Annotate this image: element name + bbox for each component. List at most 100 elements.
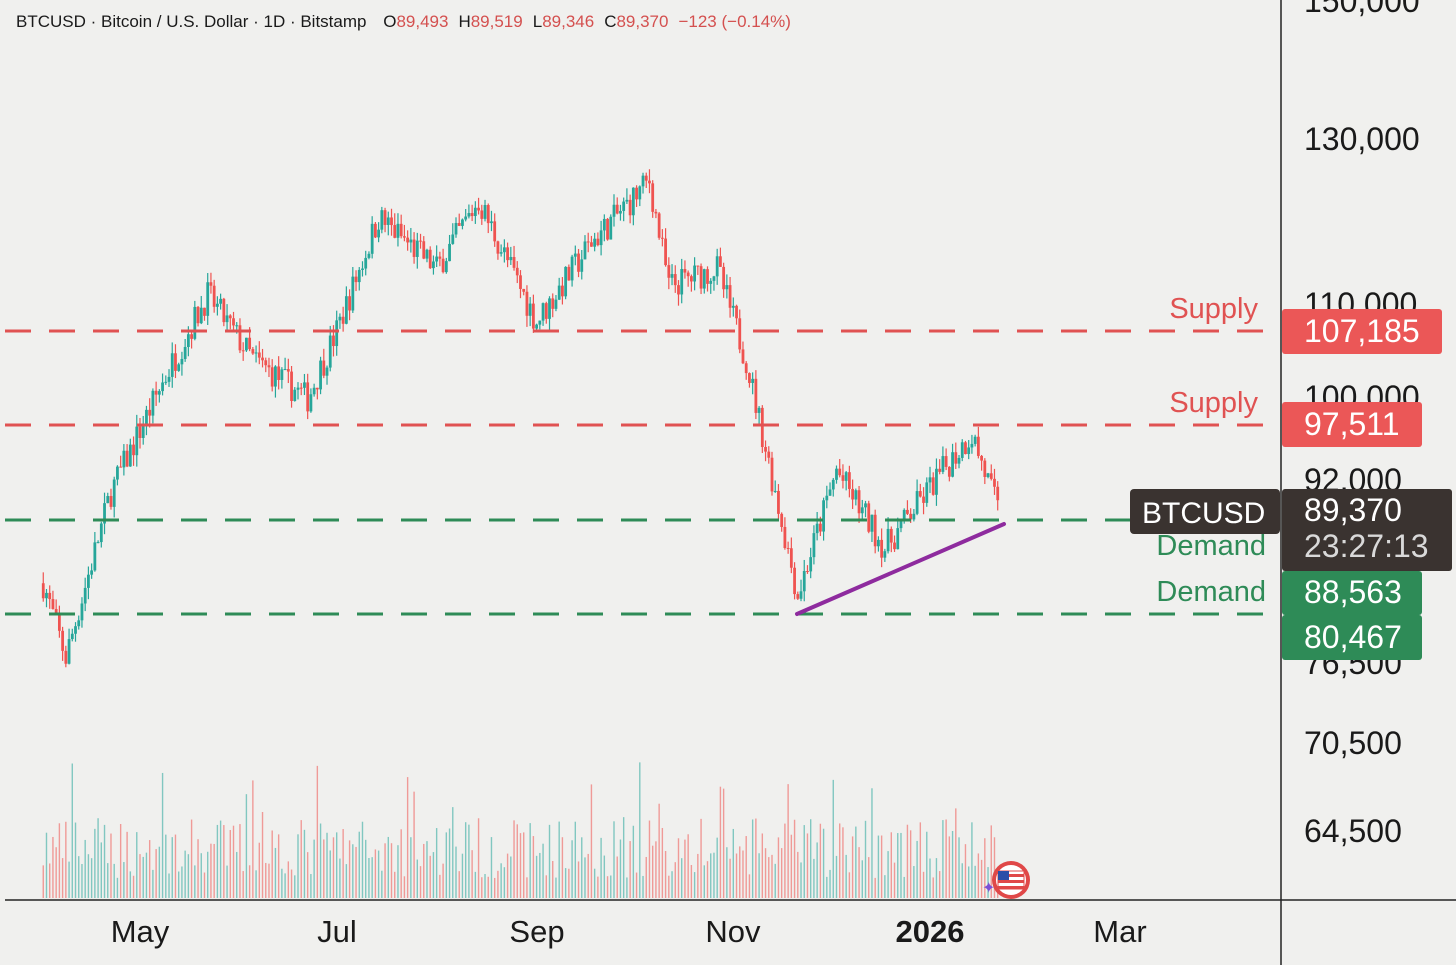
candle-body <box>764 446 767 452</box>
candle-body <box>693 265 697 282</box>
candle-body <box>590 242 593 247</box>
candle-body <box>748 373 751 383</box>
candle-body <box>793 567 796 595</box>
candle-body <box>751 378 755 383</box>
candle-body <box>744 363 748 374</box>
supply-badge-2[interactable] <box>1282 402 1422 447</box>
candle-body <box>199 307 203 324</box>
candle-body <box>551 298 555 309</box>
candle-body <box>145 409 148 427</box>
candle-body <box>519 275 522 289</box>
candle-body <box>99 523 103 543</box>
candle-body <box>464 216 468 220</box>
price-tick: 70,500 <box>1304 725 1402 761</box>
candle-body <box>293 389 297 401</box>
candle-body <box>328 335 332 368</box>
candle-body <box>809 557 813 572</box>
candle-body <box>154 390 158 395</box>
candle-body <box>306 382 310 412</box>
candle-body <box>880 539 884 558</box>
time-axis[interactable]: May Jul Sep Nov 2026 Mar <box>111 914 1147 949</box>
candle-body <box>335 320 339 347</box>
candle-body <box>993 478 996 487</box>
candle-body <box>906 509 909 514</box>
candle-body <box>938 468 942 472</box>
candle-body <box>767 451 771 458</box>
candle-body <box>87 574 90 588</box>
candle-body <box>528 303 532 316</box>
candle-body <box>41 583 45 599</box>
candle-body <box>483 205 487 219</box>
candle-body <box>796 594 800 599</box>
candle-body <box>541 303 545 321</box>
candle-body <box>64 650 68 664</box>
time-tick: Mar <box>1093 914 1146 949</box>
candle-body <box>151 390 155 416</box>
candle-body <box>706 269 709 284</box>
candle-body <box>370 223 374 254</box>
candle-body <box>967 447 971 455</box>
candle-body <box>261 357 264 361</box>
candle-body <box>554 299 558 309</box>
candle-body <box>93 542 97 571</box>
supply-badge-1-text: 107,185 <box>1304 313 1420 349</box>
us-flag-icon[interactable] <box>992 861 1030 899</box>
candle-body <box>141 426 145 438</box>
candle-body <box>412 239 416 257</box>
candle-body <box>648 180 651 184</box>
demand-badge-2[interactable] <box>1282 615 1422 660</box>
candle-body <box>596 238 600 246</box>
candle-body <box>873 514 877 547</box>
supply-badge-1[interactable] <box>1282 309 1442 354</box>
supply-label-1: Supply <box>1169 293 1258 325</box>
open-value: 89,493 <box>396 12 449 31</box>
candle-body <box>531 303 535 329</box>
symbol-badge[interactable] <box>1130 489 1280 534</box>
high-label: H <box>458 12 471 31</box>
candle-body <box>422 241 426 259</box>
candle-body <box>325 367 329 376</box>
candle-body <box>238 325 242 351</box>
candle-body <box>841 475 845 481</box>
candle-body <box>344 296 348 324</box>
candle-body <box>161 382 164 392</box>
candle-body <box>51 599 55 609</box>
candle-body <box>976 436 980 456</box>
current-price-badge[interactable] <box>1282 489 1452 571</box>
candle-body <box>522 288 526 292</box>
supply-label-2: Supply <box>1169 387 1258 419</box>
candle-body <box>709 280 713 284</box>
candle-body <box>264 360 268 366</box>
candle-body <box>815 523 819 534</box>
candle-body <box>886 528 890 552</box>
candle-body <box>535 324 539 329</box>
candle-body <box>241 350 245 352</box>
candle-body <box>567 266 571 281</box>
candle-body <box>612 204 616 217</box>
candle-body <box>635 187 638 200</box>
candle-body <box>557 285 561 300</box>
candle-body <box>677 285 680 295</box>
candle-body <box>825 495 829 501</box>
change-value: −123 (−0.14%) <box>678 12 791 31</box>
candle-body <box>170 353 174 377</box>
candle-body <box>57 613 61 631</box>
candle-body <box>45 592 48 599</box>
candle-body <box>180 358 184 365</box>
candle-body <box>364 257 368 269</box>
candle-body <box>270 367 274 387</box>
candle-body <box>867 503 871 532</box>
candle-body <box>548 298 551 319</box>
candle-body <box>728 285 732 308</box>
low-label: L <box>532 12 543 31</box>
trendline[interactable] <box>795 522 1006 616</box>
candle-body <box>683 269 687 273</box>
demand-badge-1[interactable] <box>1282 571 1422 615</box>
candle-body <box>786 547 790 549</box>
candle-body <box>506 247 509 261</box>
candle-body <box>725 285 729 290</box>
candle-body <box>425 249 429 259</box>
symbol-header[interactable]: BTCUSD · Bitcoin / U.S. Dollar · 1D · Bi… <box>16 12 791 32</box>
current-price-text: 89,370 <box>1304 492 1402 528</box>
